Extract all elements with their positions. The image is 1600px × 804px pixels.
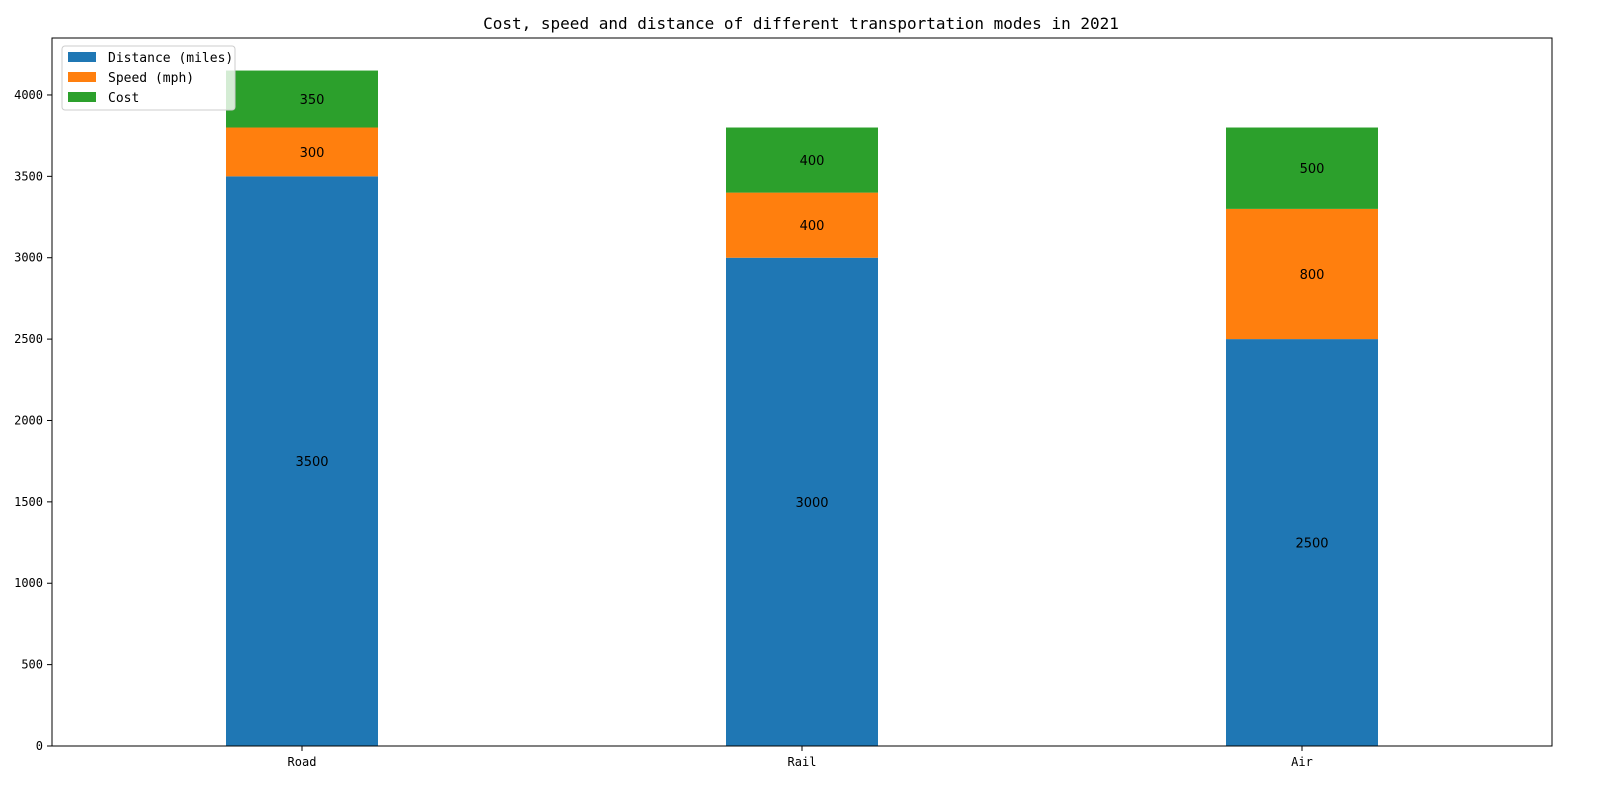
bar-rail-series-2 (726, 127, 878, 193)
legend-entry-label: Cost (108, 91, 139, 106)
y-tick-label: 1500 (14, 495, 43, 509)
y-tick-label: 500 (21, 658, 43, 672)
bar-value-label: 2500 (1295, 537, 1328, 552)
legend-entry-label: Distance (miles) (108, 51, 233, 66)
legend-swatch (68, 92, 96, 102)
bar-air-series-0 (1226, 339, 1378, 746)
bar-value-label: 300 (300, 146, 325, 161)
bar-value-label: 800 (1300, 268, 1325, 283)
x-tick-label: Air (1291, 755, 1313, 769)
bar-value-label: 3000 (795, 496, 828, 511)
x-tick-label: Rail (788, 755, 817, 769)
bar-value-label: 350 (300, 93, 325, 108)
legend-swatch (68, 72, 96, 82)
y-tick-label: 2500 (14, 332, 43, 346)
bar-road-series-0 (226, 176, 378, 746)
bar-value-label: 3500 (295, 455, 328, 470)
y-tick-label: 3500 (14, 169, 43, 183)
bar-rail-series-0 (726, 257, 878, 746)
bar-value-label: 400 (800, 154, 825, 169)
y-tick-label: 3000 (14, 251, 43, 265)
bar-value-label: 500 (1300, 162, 1325, 177)
bar-road-series-1 (226, 127, 378, 177)
legend-entry-label: Speed (mph) (108, 71, 194, 86)
y-tick-label: 4000 (14, 88, 43, 102)
bar-value-label: 400 (800, 219, 825, 234)
bar-air-series-2 (1226, 127, 1378, 209)
bar-air-series-1 (1226, 208, 1378, 340)
x-tick-label: Road (288, 755, 317, 769)
y-tick-label: 0 (36, 739, 43, 753)
y-tick-label: 1000 (14, 576, 43, 590)
bar-road-series-2 (226, 70, 378, 128)
chart-title: Cost, speed and distance of different tr… (483, 14, 1119, 33)
y-tick-label: 2000 (14, 413, 43, 427)
legend-box (61, 45, 236, 111)
bar-rail-series-1 (726, 192, 878, 258)
plot-area: 3500 300 350 3000 400 400 2500 800 500 0 500 1000 15… (14, 37, 1553, 769)
legend-swatch (68, 52, 96, 62)
legend: Distance (miles) Speed (mph) Cost (61, 45, 236, 111)
